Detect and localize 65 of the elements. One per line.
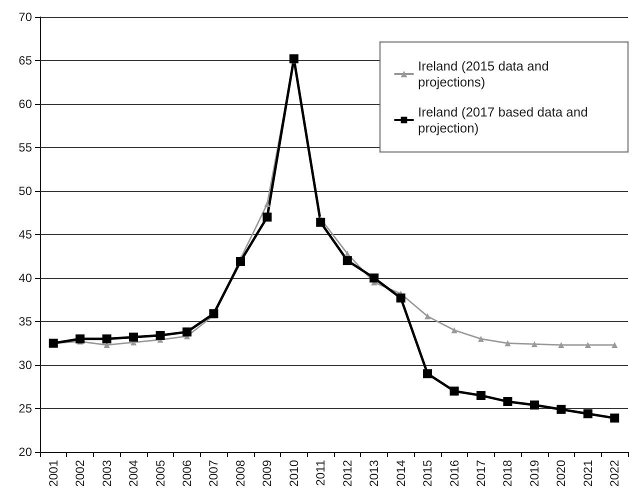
y-tick-label: 30: [18, 358, 32, 372]
point: [156, 330, 165, 340]
legend-label: Ireland (2017 based data and projection): [418, 104, 592, 136]
x-tick-label: 2002: [73, 460, 88, 487]
point: [209, 309, 218, 318]
point: [236, 256, 245, 266]
point: [610, 414, 620, 423]
legend-label: Ireland (2015 data and projections): [418, 58, 552, 90]
y-tick-label: 65: [18, 54, 32, 68]
point: [423, 369, 432, 378]
x-tick-label: 2005: [153, 460, 168, 487]
point: [504, 340, 511, 346]
x-tick-label: 2014: [394, 460, 408, 487]
x-tick-label: 2016: [447, 460, 462, 487]
x-tick-label: 2006: [180, 460, 194, 487]
point: [182, 327, 192, 336]
point: [556, 404, 566, 414]
x-tick-label: 2012: [340, 460, 354, 487]
y-tick-label: 20: [18, 445, 32, 459]
point: [396, 294, 406, 303]
point: [503, 397, 512, 406]
x-tick-label: 2022: [608, 460, 622, 487]
y-tick-label: 35: [18, 314, 32, 328]
x-tick-label: 2003: [100, 460, 114, 487]
y-tick-label: 45: [18, 228, 32, 242]
point: [451, 327, 458, 334]
point: [316, 218, 326, 227]
x-tick-label: 2013: [367, 460, 382, 487]
x-tick-label: 2004: [126, 460, 141, 487]
point: [476, 390, 486, 400]
x-tick-label: 2018: [500, 460, 515, 487]
x-tick-label: 2009: [260, 460, 274, 487]
point: [558, 342, 564, 348]
y-tick-label: 50: [18, 184, 32, 198]
y-tick-label: 55: [18, 140, 32, 154]
point: [530, 400, 539, 410]
x-tick-label: 2008: [233, 460, 248, 487]
x-tick-label: 2017: [474, 460, 488, 487]
point: [342, 256, 352, 266]
point: [424, 313, 431, 320]
point: [450, 386, 459, 396]
x-tick-label: 2019: [527, 460, 542, 487]
point: [129, 332, 138, 342]
point: [531, 341, 538, 348]
x-tick-label: 2010: [286, 460, 301, 487]
point: [262, 212, 272, 222]
point: [76, 334, 85, 344]
y-tick-label: 70: [18, 10, 32, 24]
point: [264, 201, 270, 208]
x-tick-label: 2011: [314, 460, 328, 486]
point: [583, 409, 592, 418]
y-tick-label: 60: [18, 97, 32, 111]
x-tick-label: 2020: [554, 460, 568, 487]
point: [102, 334, 112, 344]
x-tick-label: 2001: [46, 460, 60, 487]
y-tick-label: 40: [18, 271, 32, 285]
x-tick-label: 2007: [206, 460, 221, 487]
x-tick-label: 2015: [420, 460, 435, 487]
point: [370, 274, 379, 282]
point: [584, 342, 591, 348]
point: [289, 54, 298, 64]
y-tick-label: 25: [18, 402, 32, 416]
x-tick-label: 2021: [580, 460, 595, 487]
point: [612, 342, 618, 348]
point: [478, 336, 484, 342]
